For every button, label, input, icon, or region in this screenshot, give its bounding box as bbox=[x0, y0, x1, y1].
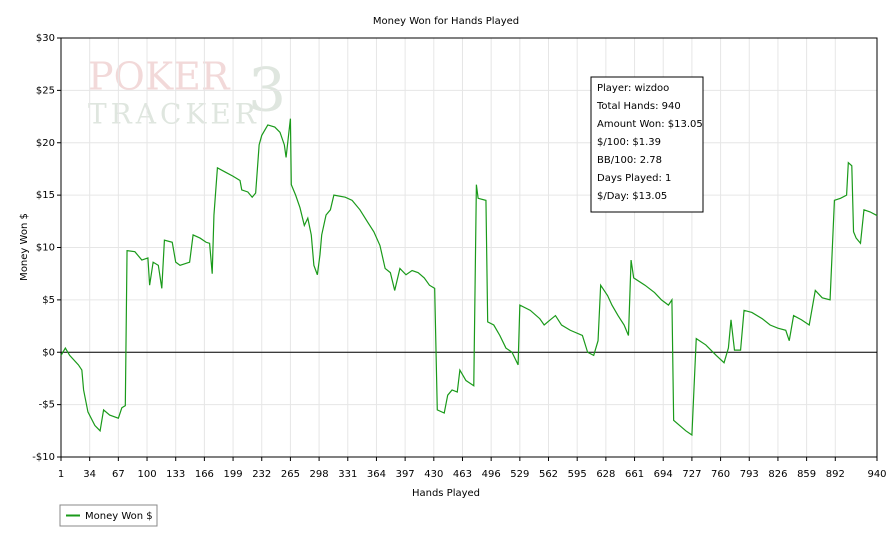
stats-text: Total Hands: 940 bbox=[596, 101, 681, 112]
x-tick-label: 595 bbox=[568, 469, 587, 480]
x-tick-label: 265 bbox=[281, 469, 300, 480]
y-tick-label: $10 bbox=[36, 243, 55, 254]
x-tick-label: 793 bbox=[740, 469, 759, 480]
x-tick-label: 661 bbox=[625, 469, 644, 480]
legend-box bbox=[59, 504, 158, 527]
y-axis-label: Money Won $ bbox=[19, 213, 30, 281]
y-tick-label: -$5 bbox=[39, 400, 55, 411]
y-tick-label: $20 bbox=[36, 138, 55, 149]
x-tick-label: 364 bbox=[367, 469, 386, 480]
legend-label: Money Won $ bbox=[85, 511, 153, 522]
x-tick-label: 232 bbox=[252, 469, 271, 480]
stats-text: BB/100: 2.78 bbox=[597, 155, 662, 166]
watermark: TRACKER bbox=[88, 98, 260, 131]
x-tick-label: 760 bbox=[711, 469, 730, 480]
stats-box bbox=[590, 76, 704, 213]
plot-frame bbox=[60, 37, 878, 458]
x-tick-label: 892 bbox=[826, 469, 845, 480]
y-tick-label: $5 bbox=[42, 295, 55, 306]
chart-title: Money Won for Hands Played bbox=[373, 16, 519, 27]
data-line bbox=[60, 118, 878, 437]
x-tick-label: 940 bbox=[867, 469, 886, 480]
x-tick-label: 67 bbox=[112, 469, 125, 480]
x-tick-label: 397 bbox=[396, 469, 415, 480]
stats-text: $/100: $1.39 bbox=[597, 137, 661, 148]
x-tick-label: 166 bbox=[195, 469, 214, 480]
x-tick-label: 199 bbox=[224, 469, 243, 480]
stats-text: Amount Won: $13.05 bbox=[597, 119, 703, 130]
x-tick-label: 100 bbox=[137, 469, 156, 480]
y-tick-label: $15 bbox=[36, 190, 55, 201]
y-tick-label: $0 bbox=[42, 347, 55, 358]
stats-text: Days Played: 1 bbox=[597, 173, 671, 184]
x-tick-label: 496 bbox=[482, 469, 501, 480]
x-axis-label: Hands Played bbox=[412, 488, 480, 499]
x-tick-label: 463 bbox=[453, 469, 472, 480]
watermark: POKER bbox=[88, 55, 231, 99]
x-tick-label: 859 bbox=[797, 469, 816, 480]
x-tick-label: 430 bbox=[424, 469, 443, 480]
stats-text: $/Day: $13.05 bbox=[597, 191, 667, 202]
x-tick-label: 727 bbox=[682, 469, 701, 480]
x-tick-label: 1 bbox=[58, 469, 64, 480]
x-tick-label: 826 bbox=[768, 469, 787, 480]
x-tick-label: 562 bbox=[539, 469, 558, 480]
x-tick-label: 628 bbox=[596, 469, 615, 480]
y-tick-label: $25 bbox=[36, 85, 55, 96]
x-tick-label: 34 bbox=[83, 469, 96, 480]
x-tick-label: 331 bbox=[338, 469, 357, 480]
x-tick-label: 133 bbox=[166, 469, 185, 480]
stats-text: Player: wizdoo bbox=[597, 83, 669, 94]
x-tick-label: 298 bbox=[310, 469, 329, 480]
x-tick-label: 694 bbox=[654, 469, 673, 480]
y-tick-label: $30 bbox=[36, 33, 55, 44]
y-tick-label: -$10 bbox=[32, 452, 55, 463]
x-tick-label: 529 bbox=[510, 469, 529, 480]
